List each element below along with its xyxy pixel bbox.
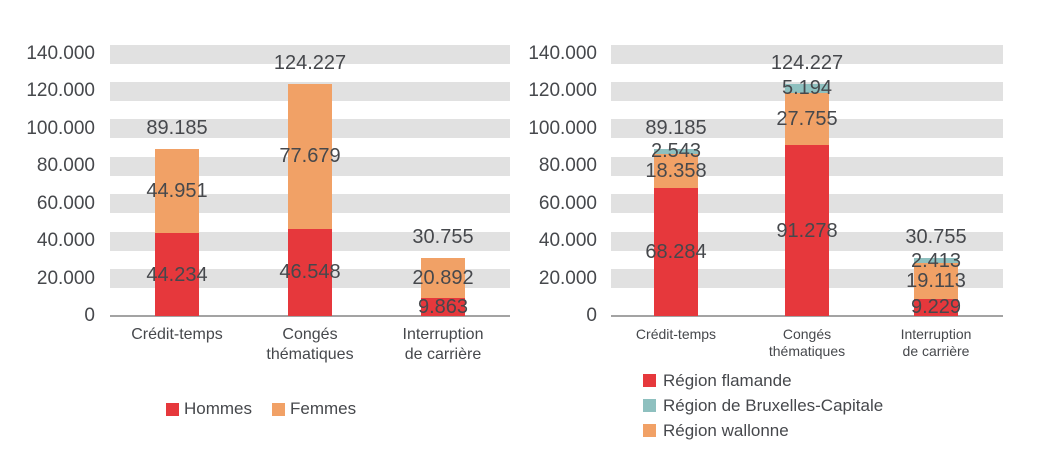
bar-segment <box>785 93 829 146</box>
legend-swatch-icon <box>643 374 656 387</box>
bar-segment <box>155 233 199 316</box>
y-axis-tick-label: 100.000 <box>26 117 95 139</box>
data-label: 5.194 <box>781 77 833 100</box>
y-axis-tick-label: 100.000 <box>528 117 597 139</box>
x-axis-line <box>110 315 510 317</box>
category-label-line: Interruption <box>900 326 972 342</box>
y-axis-tick-label: 120.000 <box>26 80 95 102</box>
legend-label: Région wallonne <box>663 420 789 440</box>
data-label: 46.548 <box>279 261 341 284</box>
bar-segment <box>914 262 958 299</box>
category-label: Congés thématiques <box>722 326 892 360</box>
y-axis-tick-label: 80.000 <box>538 155 597 177</box>
legend-swatch-icon <box>166 402 179 416</box>
gridline-stripe <box>611 44 1003 64</box>
category-label-line: Interruption <box>402 326 484 343</box>
bar-segment <box>785 83 829 94</box>
y-axis-tick-label: 60.000 <box>538 192 597 214</box>
legend-item: Région de Bruxelles-Capitale <box>643 393 883 418</box>
bar-segment <box>654 153 698 189</box>
data-label: 68.284 <box>645 241 707 264</box>
data-label: 9.229 <box>910 296 962 319</box>
bar-segment <box>785 145 829 316</box>
data-label: 44.234 <box>146 263 208 286</box>
total-label: 89.185 <box>645 117 707 140</box>
bar-segment <box>914 298 958 316</box>
data-label: 2.413 <box>910 249 962 272</box>
y-axis-tick-label: 140.000 <box>26 43 95 64</box>
data-label: 19.113 <box>906 269 966 292</box>
total-label: 30.755 <box>905 226 967 249</box>
legend-item: Région flamande <box>643 368 792 393</box>
data-label: 2.543 <box>650 140 702 163</box>
bar-segment <box>654 188 698 316</box>
legend-swatch-icon <box>272 402 286 416</box>
y-axis-tick-label: 20.000 <box>36 267 95 289</box>
bar-segment <box>288 83 332 229</box>
bar-segment <box>654 149 698 154</box>
y-axis-tick-label: 0 <box>84 305 95 326</box>
bar-segment <box>421 258 465 298</box>
legend-label: Région de Bruxelles-Capitale <box>663 395 884 415</box>
data-label: 20.892 <box>412 266 474 289</box>
legend-item: Région wallonne <box>643 418 789 443</box>
y-axis-tick-label: 120.000 <box>528 80 597 102</box>
y-axis-tick-label: 40.000 <box>538 230 597 252</box>
y-axis-tick-label: 40.000 <box>36 230 95 252</box>
y-axis-tick-label: 140.000 <box>528 43 597 64</box>
legend-swatch-icon <box>643 399 656 412</box>
data-label: 77.679 <box>279 145 341 168</box>
category-label-line: thématiques <box>266 346 354 363</box>
category-label-line: de carrière <box>404 346 482 363</box>
y-axis-tick-label: 20.000 <box>538 267 597 289</box>
legend-swatch-icon <box>643 424 656 437</box>
legend-label: Femmes <box>290 399 357 418</box>
category-label: Crédit-temps <box>591 326 761 343</box>
legend-label: Hommes <box>184 399 253 418</box>
category-label-line: Congés <box>782 326 832 342</box>
category-label-line: Crédit-temps <box>131 326 223 343</box>
y-axis-tick-label: 60.000 <box>36 192 95 214</box>
category-label-line: Crédit-temps <box>635 326 717 342</box>
bar-segment <box>155 149 199 234</box>
legend-item: Hommes <box>166 399 252 419</box>
bar-segment <box>914 258 958 263</box>
total-label: 89.185 <box>146 117 208 140</box>
x-axis-line <box>611 315 1003 317</box>
data-label: 18.358 <box>645 160 707 183</box>
category-label-line: thématiques <box>768 343 846 359</box>
data-label: 44.951 <box>146 180 208 203</box>
bar-segment <box>421 297 465 316</box>
legend-label: Région flamande <box>663 370 792 390</box>
category-label: Crédit-temps <box>92 325 262 345</box>
category-label-line: Congés <box>282 326 338 343</box>
category-label: Interruption de carrière <box>358 325 528 365</box>
y-axis-tick-label: 0 <box>586 305 597 326</box>
data-label: 27.755 <box>776 108 838 131</box>
data-label: 9.863 <box>417 295 469 318</box>
total-label: 124.227 <box>770 51 844 74</box>
bar-segment <box>288 228 332 316</box>
total-label: 30.755 <box>412 226 474 249</box>
y-axis-tick-label: 80.000 <box>36 155 95 177</box>
category-label: Congés thématiques <box>225 325 395 365</box>
chart-legend: Hommes Femmes <box>166 399 356 419</box>
category-label: Interruption de carrière <box>851 326 1021 360</box>
category-label-line: de carrière <box>902 343 970 359</box>
total-label: 124.227 <box>273 51 347 74</box>
data-label: 91.278 <box>776 219 838 242</box>
gridline-stripe <box>110 44 510 64</box>
legend-item: Femmes <box>272 399 356 419</box>
